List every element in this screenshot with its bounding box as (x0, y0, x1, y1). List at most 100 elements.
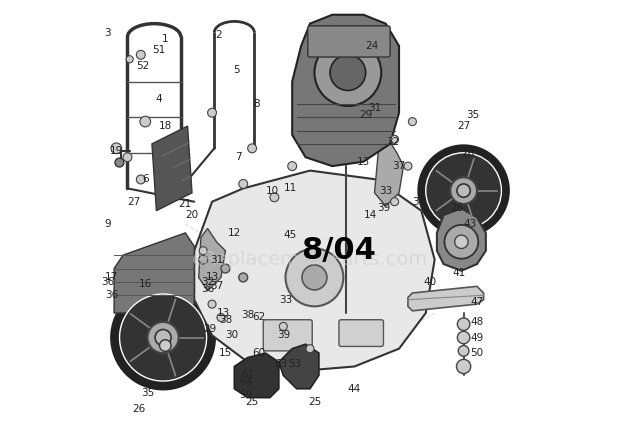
Circle shape (445, 225, 478, 259)
Circle shape (239, 180, 247, 188)
Text: 30: 30 (226, 330, 239, 340)
Circle shape (111, 143, 122, 154)
Circle shape (120, 294, 206, 381)
Text: 8: 8 (253, 99, 260, 109)
Circle shape (454, 235, 468, 249)
Circle shape (112, 286, 215, 389)
Circle shape (115, 158, 124, 167)
Text: 33: 33 (379, 185, 392, 196)
Text: 45: 45 (283, 230, 296, 240)
Circle shape (239, 273, 247, 282)
Circle shape (199, 247, 207, 255)
Circle shape (208, 108, 216, 117)
Circle shape (391, 135, 399, 143)
Text: 16: 16 (139, 279, 152, 289)
Text: 63: 63 (275, 359, 288, 369)
Text: 27: 27 (457, 121, 470, 131)
FancyBboxPatch shape (264, 320, 312, 351)
Circle shape (155, 330, 171, 345)
Text: 11: 11 (283, 183, 296, 194)
Circle shape (159, 340, 171, 351)
Circle shape (217, 314, 225, 322)
Text: 37: 37 (210, 281, 223, 291)
Polygon shape (437, 208, 486, 271)
Text: 3: 3 (104, 28, 111, 38)
Circle shape (458, 318, 470, 331)
Circle shape (286, 249, 343, 306)
Text: 19: 19 (110, 146, 123, 155)
Text: 14: 14 (363, 210, 377, 220)
Text: 43: 43 (464, 219, 477, 229)
Text: 24: 24 (366, 41, 379, 51)
Text: 27: 27 (128, 197, 141, 207)
Text: 50: 50 (471, 348, 484, 358)
Text: 25: 25 (308, 397, 321, 407)
Text: 26: 26 (132, 404, 145, 414)
Text: 39: 39 (277, 330, 290, 340)
Text: 8/04: 8/04 (301, 236, 376, 265)
Circle shape (136, 50, 145, 59)
Text: 2: 2 (215, 30, 222, 40)
Text: 48: 48 (471, 317, 484, 327)
Text: 34: 34 (412, 197, 426, 207)
Circle shape (208, 300, 216, 308)
Text: 28: 28 (450, 203, 464, 213)
Circle shape (314, 39, 381, 106)
Text: 18: 18 (159, 121, 172, 131)
Text: 31: 31 (210, 254, 223, 265)
Text: 51: 51 (152, 45, 166, 56)
Text: 32: 32 (201, 277, 215, 287)
Circle shape (198, 255, 208, 264)
Text: 5: 5 (233, 65, 240, 75)
Circle shape (136, 175, 145, 184)
Text: 36: 36 (101, 277, 114, 287)
Circle shape (330, 55, 366, 90)
Text: 41: 41 (453, 268, 466, 278)
Circle shape (458, 332, 470, 344)
Circle shape (148, 322, 179, 353)
Circle shape (302, 265, 327, 290)
Text: 40: 40 (423, 277, 436, 287)
Text: 37: 37 (392, 161, 405, 171)
Text: 29: 29 (359, 110, 372, 120)
Text: 33: 33 (279, 295, 292, 305)
Circle shape (288, 162, 296, 171)
Text: 62: 62 (252, 313, 265, 323)
Text: 21: 21 (179, 199, 192, 209)
Polygon shape (114, 233, 194, 313)
Text: 9: 9 (104, 219, 111, 229)
Text: eReplacementParts.com: eReplacementParts.com (192, 250, 428, 269)
Text: 36: 36 (201, 284, 215, 293)
Polygon shape (194, 171, 435, 371)
Polygon shape (279, 344, 319, 389)
Text: 6: 6 (142, 174, 149, 185)
Circle shape (426, 153, 502, 228)
Text: 12: 12 (228, 228, 241, 238)
Text: 1: 1 (162, 34, 169, 44)
Text: 35: 35 (141, 388, 154, 398)
Text: 32: 32 (386, 137, 399, 146)
Polygon shape (152, 126, 192, 211)
Text: 29: 29 (203, 323, 216, 334)
Circle shape (247, 144, 257, 153)
Text: 20: 20 (185, 210, 198, 220)
Polygon shape (198, 228, 226, 291)
Text: 47: 47 (471, 297, 484, 307)
Text: 10: 10 (265, 185, 279, 196)
Text: 13: 13 (205, 272, 219, 282)
Circle shape (306, 345, 314, 353)
Text: 59: 59 (239, 390, 252, 401)
Text: 31: 31 (368, 103, 381, 113)
Text: 38: 38 (219, 315, 232, 325)
Polygon shape (234, 353, 279, 398)
Circle shape (279, 323, 287, 331)
Text: 44: 44 (348, 384, 361, 394)
Circle shape (140, 116, 151, 127)
Text: 26: 26 (461, 148, 475, 158)
Text: 60: 60 (252, 348, 265, 358)
Circle shape (391, 198, 399, 206)
Circle shape (221, 264, 230, 273)
FancyBboxPatch shape (339, 320, 383, 346)
Text: 13: 13 (356, 157, 370, 167)
Circle shape (419, 146, 508, 235)
